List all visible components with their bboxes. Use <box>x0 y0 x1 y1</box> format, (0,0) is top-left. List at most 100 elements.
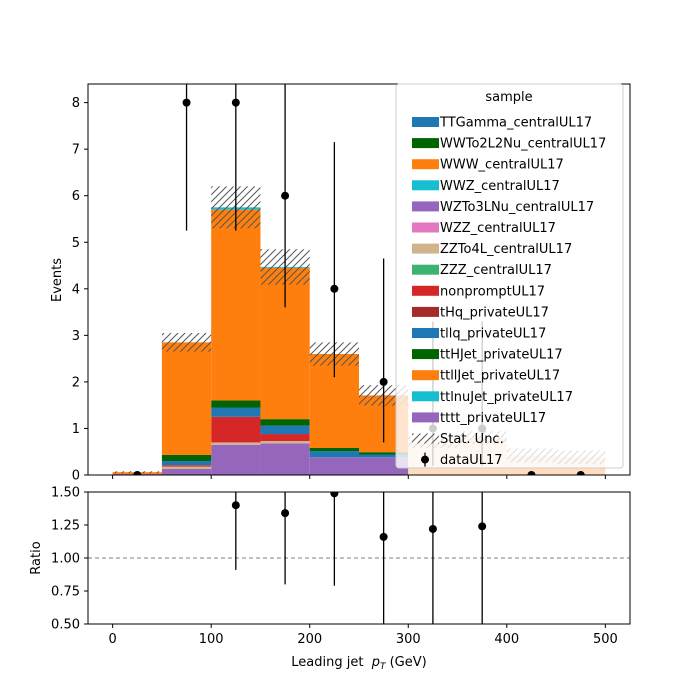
data-point <box>231 98 240 107</box>
legend-label: tllq_privateUL17 <box>440 327 546 342</box>
legend-label-data: dataUL17 <box>440 453 503 468</box>
bar-segment <box>211 442 261 445</box>
legend-swatch <box>412 222 439 233</box>
data-point <box>133 471 142 475</box>
stat-unc-band <box>161 333 212 352</box>
y-tick-label: 1 <box>72 422 80 437</box>
x-axis-label-unit: (GeV) <box>385 655 426 670</box>
top-x-ticks <box>112 475 606 479</box>
ratio-y-tick-label: 1.25 <box>51 519 80 534</box>
bar-segment <box>161 465 212 467</box>
legend-swatch <box>412 264 439 275</box>
legend-label: ttllJet_privateUL17 <box>440 369 560 384</box>
top-y-axis-label: Events <box>50 258 65 302</box>
x-axis-label: Leading jet pT (GeV) <box>291 655 426 672</box>
bar-segment <box>161 454 212 462</box>
data-point <box>527 471 536 475</box>
x-tick-label: 0 <box>108 632 116 647</box>
top-panel: 0 1 2 3 4 5 6 7 8 Events <box>50 83 631 484</box>
y-tick-label: 2 <box>72 375 80 390</box>
x-axis-label-prefix: Leading jet <box>291 655 371 670</box>
y-tick-label: 0 <box>72 469 80 484</box>
bar-segment <box>211 416 261 443</box>
bar-segment <box>260 443 310 475</box>
bar-segment <box>359 452 409 455</box>
bar-segment <box>161 466 212 469</box>
bar-segment <box>260 441 310 444</box>
legend-swatch <box>412 370 439 381</box>
legend-label: ttHJet_privateUL17 <box>440 348 563 363</box>
legend-label: ttlnuJet_privateUL17 <box>440 390 573 405</box>
legend-label: tttt_privateUL17 <box>440 411 546 426</box>
ratio-y-tick-label: 1.00 <box>51 552 80 567</box>
ratio-point <box>231 501 240 510</box>
data-point <box>330 284 339 293</box>
legend-data-marker <box>421 455 429 464</box>
legend-swatch <box>412 328 439 338</box>
bar-segment <box>309 448 359 452</box>
legend-title: sample <box>485 90 532 105</box>
x-axis-label-sub: T <box>380 662 387 672</box>
bar-segment <box>211 400 261 408</box>
ratio-point <box>428 524 437 533</box>
bar-segment <box>211 209 261 401</box>
stack-bars <box>112 207 409 475</box>
legend-label: ZZZ_centralUL17 <box>440 263 552 278</box>
legend-swatch-unc <box>412 433 439 444</box>
legend-label: WZTo3LNu_centralUL17 <box>440 200 594 215</box>
data-point <box>182 98 191 107</box>
bar-segment <box>260 419 310 426</box>
y-tick-label: 5 <box>72 236 80 251</box>
bar-segment <box>211 407 261 417</box>
y-tick-label: 7 <box>72 143 80 158</box>
x-tick-label: 100 <box>199 632 224 647</box>
legend-label: nonpromptUL17 <box>440 284 545 299</box>
bottom-y-axis-label: Ratio <box>29 541 44 574</box>
top-plot-frame <box>87 83 631 476</box>
legend-label-unc: Stat. Unc. <box>440 432 504 447</box>
legend: sample TTGamma_centralUL17 WWTo2L2Nu_cent… <box>395 83 624 469</box>
bar-segment <box>260 434 310 442</box>
legend-swatch <box>412 201 439 212</box>
legend-label: WWW_centralUL17 <box>440 158 564 173</box>
data-point <box>281 191 290 200</box>
ratio-y-tick-label: 0.75 <box>51 585 80 600</box>
bar-segment <box>161 342 212 455</box>
legend-label: WWTo2L2Nu_centralUL17 <box>440 137 606 152</box>
y-tick-label: 4 <box>72 282 80 297</box>
bottom-x-ticks: 0 100 200 300 400 500 <box>108 624 618 647</box>
legend-label: tHq_privateUL17 <box>440 305 549 320</box>
legend-swatch <box>412 349 439 360</box>
legend-swatch <box>412 243 439 254</box>
x-tick-label: 300 <box>396 632 421 647</box>
bottom-panel: 0.50 0.75 1.00 1.25 1.50 0 100 200 300 400 500 Ra… <box>29 486 631 672</box>
legend-swatch <box>412 159 439 170</box>
data-point <box>379 377 388 386</box>
y-tick-label: 3 <box>72 329 80 344</box>
bar-segment <box>309 457 359 475</box>
bar-segment <box>260 425 310 435</box>
legend-swatch <box>412 306 439 317</box>
ratio-y-tick-label: 0.50 <box>51 618 80 633</box>
bar-segment <box>161 468 212 475</box>
legend-label: WZZ_centralUL17 <box>440 221 556 236</box>
bar-segment <box>359 454 409 458</box>
bottom-y-ticks: 0.50 0.75 1.00 1.25 1.50 <box>51 486 88 633</box>
top-y-ticks: 0 1 2 3 4 5 6 7 8 <box>72 96 88 484</box>
legend-swatch <box>412 391 439 402</box>
ratio-point <box>379 532 388 541</box>
legend-label: WWZ_centralUL17 <box>440 179 560 194</box>
bar-segment <box>161 461 212 466</box>
legend-label: TTGamma_centralUL17 <box>439 116 592 131</box>
legend-swatch <box>412 285 439 296</box>
legend-swatch <box>412 138 439 149</box>
data-point <box>576 471 585 475</box>
x-tick-label: 500 <box>593 632 618 647</box>
legend-swatch <box>412 117 439 127</box>
x-tick-label: 400 <box>494 632 519 647</box>
bar-segment <box>309 451 359 458</box>
y-tick-label: 6 <box>72 189 80 204</box>
legend-box <box>395 83 624 469</box>
bar-segment <box>211 444 261 475</box>
ratio-points <box>231 492 487 624</box>
